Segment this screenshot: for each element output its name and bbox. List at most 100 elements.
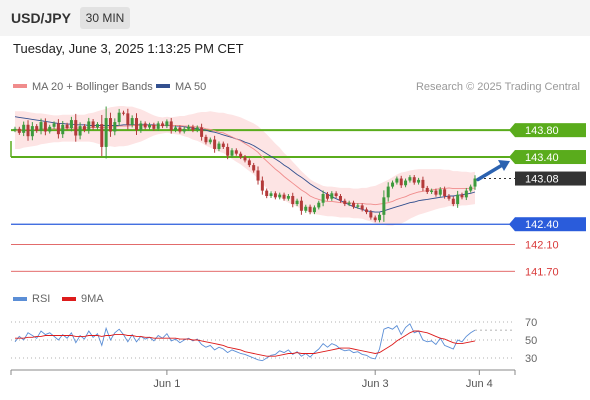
candle-body: [100, 124, 104, 147]
candle-body: [187, 126, 191, 129]
candle-body: [182, 128, 186, 132]
ma20-line: [15, 124, 476, 206]
candle-body: [152, 124, 156, 129]
rsi-line: [14, 323, 476, 362]
rsi-panel: 70 50 30: [11, 317, 537, 365]
timestamp: Tuesday, June 3, 2025 1:13:25 PM CET: [13, 41, 244, 56]
candle-body: [425, 187, 429, 192]
top-bar: USD/JPY 30 MIN: [0, 0, 590, 36]
candle-body: [91, 121, 95, 128]
candle-body: [330, 193, 334, 199]
forecast-arrow-head: [498, 160, 510, 172]
support-label-142.10: 142.10: [525, 239, 559, 251]
candle-body: [156, 123, 160, 129]
candle-body: [243, 157, 247, 161]
rsi-tick-30: 30: [525, 353, 537, 365]
rsi-tick-50: 50: [525, 335, 537, 347]
candle-body: [291, 196, 295, 205]
chart-legend: MA 20 + Bollinger Bands MA 50 Research ©…: [13, 81, 580, 305]
ma20-legend-swatch: [13, 84, 27, 88]
forecast-arrow: [476, 160, 510, 182]
rsi-legend-label: RSI: [32, 293, 50, 305]
candle-body: [382, 197, 386, 215]
candle-body: [121, 112, 125, 114]
candle-body: [360, 205, 364, 210]
candle-body: [334, 193, 338, 196]
candle-body: [308, 206, 312, 213]
ma50-legend-label: MA 50: [175, 81, 206, 93]
candle-body: [395, 178, 399, 183]
candle-body: [321, 193, 325, 203]
candle-body: [295, 200, 299, 205]
candle-body: [43, 122, 47, 132]
candle-body: [404, 180, 408, 186]
candle-body: [213, 139, 217, 149]
candle-body: [460, 194, 464, 198]
candle-body: [312, 207, 316, 213]
bollinger-bands: [15, 106, 475, 226]
candle-body: [343, 200, 347, 205]
candle-body: [13, 128, 17, 131]
candle-body: [148, 124, 152, 128]
candle-body: [434, 190, 438, 195]
candle-body: [200, 127, 204, 137]
candle-body: [325, 193, 329, 199]
candle-body: [278, 194, 282, 198]
rsi-ma-legend-swatch: [62, 297, 76, 301]
resistance-label-bg-143.40: [515, 150, 586, 165]
x-axis-label: Jun 1: [153, 378, 180, 390]
candle-body: [61, 124, 65, 135]
timeframe-badge[interactable]: 30 MIN: [80, 7, 130, 29]
resistance-label-bg-143.80: [515, 123, 586, 138]
candle-body: [226, 146, 230, 156]
candle-body: [338, 196, 342, 201]
candle-body: [265, 190, 269, 196]
candle-body: [104, 118, 108, 147]
candle-body: [386, 186, 390, 198]
candle-body: [317, 202, 321, 208]
forecast-arrow-shaft: [476, 162, 506, 182]
candle-body: [195, 127, 199, 131]
candle-body: [412, 177, 416, 183]
candle-body: [464, 190, 468, 198]
candle-body: [221, 143, 225, 147]
x-axis: Jun 1 Jun 3 Jun 4: [10, 369, 516, 390]
candle-body: [447, 196, 451, 199]
candle-body: [48, 126, 52, 132]
resistance-label-pointer-143.40: [509, 150, 515, 165]
candle-body: [304, 206, 308, 211]
pivot-label-pointer-142.40: [509, 217, 515, 232]
candle-body: [430, 190, 434, 192]
candle-body: [161, 123, 165, 127]
candle-body: [126, 113, 130, 125]
rsi-ma-line: [15, 330, 476, 357]
candle-body: [204, 136, 208, 143]
candle-body: [113, 122, 117, 132]
current-price-label-bg: [515, 171, 586, 186]
candle-body: [139, 123, 143, 131]
candle-body: [286, 196, 290, 199]
candle-body: [117, 112, 121, 123]
candle-body: [174, 127, 178, 131]
resistance-label-143.80: 143.80: [525, 125, 559, 137]
ma50-legend-swatch: [156, 84, 170, 88]
candle-body: [35, 126, 39, 131]
current-price-label: 143.08: [525, 174, 559, 186]
candle-body: [252, 165, 256, 171]
price-level-labels: 143.80 143.40 143.08 142.40 142.10 141.70: [509, 123, 586, 278]
candle-body: [165, 121, 169, 127]
candle-body: [351, 202, 355, 207]
candle-body: [22, 124, 26, 133]
candle-body: [74, 120, 78, 136]
candle-body: [191, 126, 195, 131]
candle-body: [421, 179, 425, 188]
resistance-label-pointer-143.80: [509, 123, 515, 138]
candle-body: [451, 198, 455, 205]
candle-body: [456, 194, 460, 205]
x-axis-label: Jun 4: [466, 378, 493, 390]
candle-body: [26, 124, 30, 137]
candle-body: [369, 212, 373, 218]
rsi-ma-legend-label: 9MA: [81, 293, 104, 305]
candle-body: [365, 209, 369, 213]
candle-body: [95, 124, 99, 128]
